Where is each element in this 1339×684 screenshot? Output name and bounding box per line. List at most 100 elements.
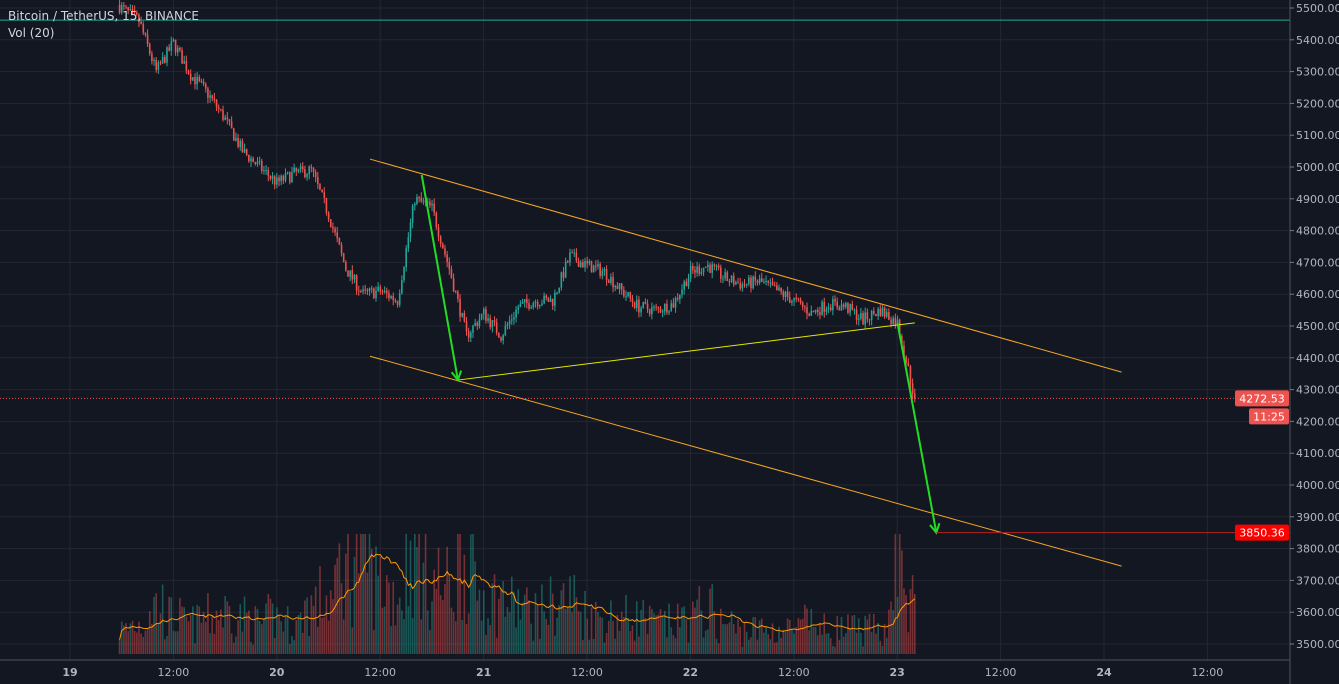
candle-body bbox=[159, 62, 162, 64]
candle-body bbox=[409, 222, 412, 238]
candle-body bbox=[711, 264, 713, 273]
volume-bar bbox=[411, 618, 414, 654]
volume-bar bbox=[825, 633, 828, 654]
candle-body bbox=[784, 291, 787, 297]
candle-body bbox=[543, 295, 545, 304]
volume-bar bbox=[414, 534, 416, 654]
volume-bar bbox=[252, 644, 254, 654]
candle-body bbox=[510, 319, 513, 321]
candle-body bbox=[786, 291, 789, 298]
volume-bar bbox=[554, 635, 556, 654]
candle-body bbox=[314, 171, 317, 178]
candle-body bbox=[256, 161, 259, 165]
candle-body bbox=[681, 289, 683, 295]
candle-body bbox=[377, 286, 379, 291]
candle-body bbox=[567, 261, 569, 263]
volume-bar bbox=[642, 599, 645, 654]
volume-bar bbox=[526, 587, 528, 654]
candle-body bbox=[161, 57, 164, 64]
volume-bar bbox=[377, 575, 379, 654]
volume-indicator-label[interactable]: Vol (20) bbox=[8, 26, 55, 40]
volume-bar bbox=[237, 620, 239, 654]
time-tick-label: 12:00 bbox=[364, 666, 396, 679]
volume-bar bbox=[258, 620, 261, 654]
volume-bar bbox=[144, 630, 147, 654]
volume-bar bbox=[241, 631, 244, 654]
candle-body bbox=[862, 313, 864, 325]
volume-bar bbox=[748, 639, 750, 654]
volume-bar bbox=[211, 615, 214, 654]
candle-body bbox=[308, 166, 311, 175]
candle-body bbox=[556, 292, 558, 294]
candle-body bbox=[467, 331, 470, 338]
arrow-drop-1-icon bbox=[420, 174, 463, 383]
volume-bar bbox=[474, 561, 476, 654]
candle-body bbox=[220, 108, 222, 110]
volume-bar bbox=[864, 615, 866, 654]
volume-bar bbox=[362, 534, 364, 654]
volume-bar bbox=[623, 617, 625, 654]
volume-bar bbox=[711, 584, 713, 654]
volume-bar bbox=[407, 606, 410, 654]
candle-body bbox=[293, 167, 295, 173]
volume-bar bbox=[599, 616, 601, 654]
candle-body bbox=[304, 169, 306, 178]
time-tick-label: 12:00 bbox=[1192, 666, 1224, 679]
candle-body bbox=[618, 283, 621, 289]
candle-body bbox=[375, 290, 377, 299]
candle-body bbox=[562, 272, 565, 278]
candle-body bbox=[170, 41, 173, 51]
candle-body bbox=[138, 14, 140, 22]
candle-body bbox=[521, 302, 524, 304]
candle-body bbox=[366, 289, 369, 291]
candle-body bbox=[873, 310, 875, 314]
candle-body bbox=[185, 61, 188, 71]
volume-bar bbox=[875, 633, 877, 654]
volume-bar bbox=[821, 634, 823, 654]
volume-bar bbox=[513, 591, 515, 654]
price-tick-label: 5400.00 bbox=[1296, 34, 1339, 47]
candle-body bbox=[702, 267, 705, 273]
volume-bar bbox=[463, 554, 466, 654]
volume-moving-average-line bbox=[119, 553, 916, 640]
volume-bar bbox=[702, 637, 705, 654]
symbol-title[interactable]: Bitcoin / TetherUS, 15, BINANCE bbox=[8, 9, 199, 23]
volume-bar bbox=[129, 623, 132, 654]
candle-body bbox=[181, 50, 183, 64]
volume-bar bbox=[832, 645, 834, 654]
price-tick-label: 5500.00 bbox=[1296, 2, 1339, 15]
candle-body bbox=[478, 319, 481, 326]
volume-bar bbox=[267, 594, 270, 654]
volume-bar bbox=[523, 594, 526, 654]
volume-bar bbox=[810, 608, 813, 654]
volume-bar bbox=[603, 642, 606, 654]
volume-bar bbox=[691, 601, 694, 654]
volume-bar bbox=[732, 624, 735, 654]
volume-bar bbox=[181, 606, 183, 654]
candle-body bbox=[607, 280, 610, 283]
volume-bar bbox=[883, 624, 886, 654]
candle-body bbox=[773, 285, 776, 287]
volume-bar bbox=[562, 583, 565, 654]
volume-bar bbox=[823, 613, 826, 654]
candle-body bbox=[435, 212, 438, 228]
volume-bar bbox=[123, 625, 125, 654]
price-tick-label: 5200.00 bbox=[1296, 97, 1339, 110]
candle-body bbox=[482, 308, 485, 315]
volume-bar bbox=[370, 548, 373, 654]
candle-body bbox=[666, 303, 668, 313]
candle-body bbox=[323, 192, 326, 198]
candle-body bbox=[855, 309, 858, 320]
candle-body bbox=[519, 303, 522, 308]
candle-body bbox=[353, 275, 356, 280]
volume-bar bbox=[461, 619, 464, 654]
price-tick-label: 4600.00 bbox=[1296, 288, 1339, 301]
volume-bar bbox=[627, 617, 629, 654]
volume-bar bbox=[687, 642, 690, 654]
volume-bar bbox=[819, 622, 821, 654]
candle-body bbox=[782, 291, 785, 297]
volume-bar bbox=[720, 608, 722, 654]
price-tick-label: 3600.00 bbox=[1296, 606, 1339, 619]
candle-body bbox=[689, 266, 692, 278]
